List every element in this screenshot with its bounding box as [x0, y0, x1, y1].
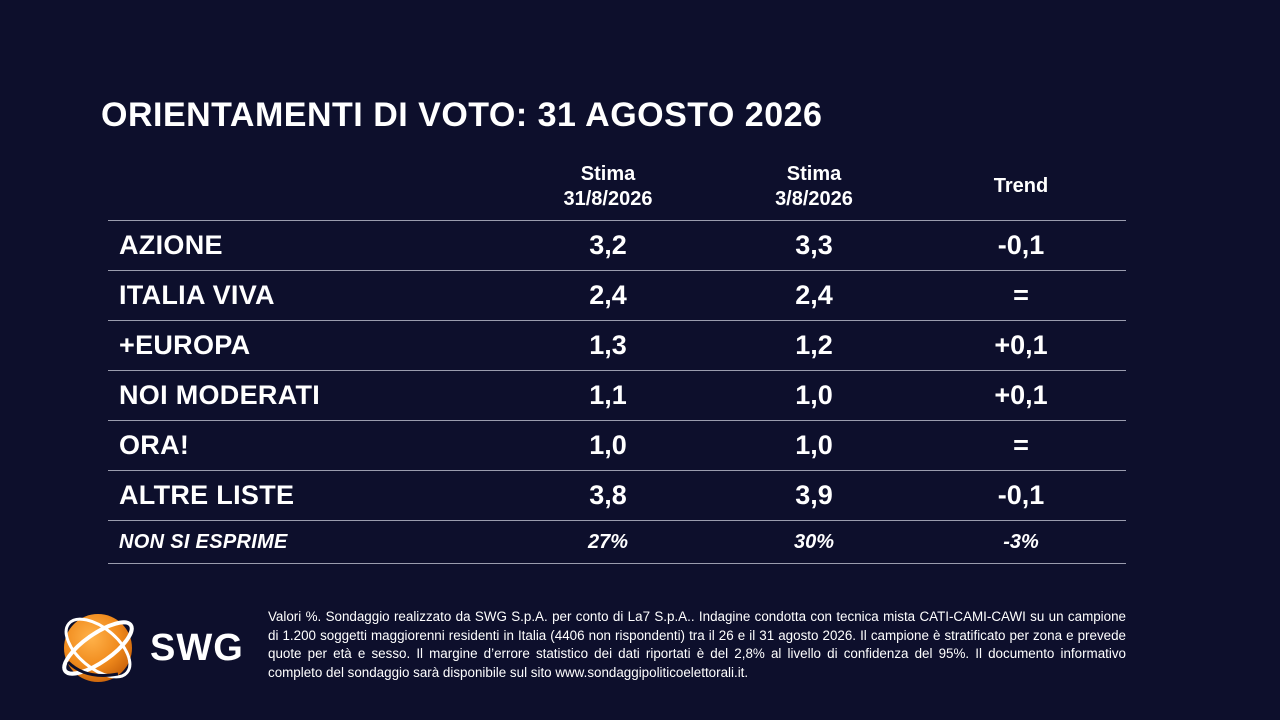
trend-value: -0,1	[997, 480, 1045, 510]
previous-value: 30%	[793, 531, 835, 553]
trend-value: =	[1013, 280, 1029, 310]
party-name: +EUROPA	[119, 330, 251, 360]
table-row: ORA! 1,0 1,0 =	[108, 421, 1126, 471]
party-name: AZIONE	[119, 230, 223, 260]
party-name: NOI MODERATI	[119, 380, 321, 410]
current-value: 3,2	[589, 230, 627, 260]
party-name: ALTRE LISTE	[119, 480, 295, 510]
party-name: NON SI ESPRIME	[119, 531, 288, 553]
table-row: +EUROPA 1,3 1,2 +0,1	[108, 321, 1126, 371]
column-header-current: Stima 31/8/2026	[508, 162, 708, 212]
swg-logo-text: SWG	[150, 627, 244, 669]
previous-value: 1,2	[795, 330, 833, 360]
previous-value: 1,0	[795, 380, 833, 410]
column-header-previous: Stima 3/8/2026	[714, 162, 914, 212]
party-name: ORA!	[119, 430, 190, 460]
column-header-label: Stima	[580, 163, 636, 185]
current-value: 2,4	[589, 280, 627, 310]
current-value: 3,8	[589, 480, 627, 510]
table-row: ALTRE LISTE 3,8 3,9 -0,1	[108, 471, 1126, 521]
column-header-date: 31/8/2026	[563, 188, 653, 210]
trend-value: -0,1	[997, 230, 1045, 260]
column-header-label: Stima	[786, 163, 842, 185]
poll-table: Stima 31/8/2026 Stima 3/8/2026 Trend AZI…	[108, 158, 1126, 564]
current-value: 1,0	[589, 430, 627, 460]
column-header-date: 3/8/2026	[775, 188, 853, 210]
trend-value: -3%	[1003, 531, 1039, 553]
swg-logo-globe-icon	[62, 614, 134, 682]
methodology-note: Valori %. Sondaggio realizzato da SWG S.…	[268, 609, 1126, 680]
previous-value: 1,0	[795, 430, 833, 460]
trend-value: =	[1013, 430, 1029, 460]
page-title: ORIENTAMENTI DI VOTO: 31 AGOSTO 2026	[101, 96, 823, 134]
current-value: 1,1	[589, 380, 627, 410]
table-row: ITALIA VIVA 2,4 2,4 =	[108, 271, 1126, 321]
column-header-trend: Trend	[921, 174, 1121, 199]
table-row-abstention: NON SI ESPRIME 27% 30% -3%	[108, 521, 1126, 564]
current-value: 27%	[587, 531, 629, 553]
previous-value: 3,9	[795, 480, 833, 510]
table-header: Stima 31/8/2026 Stima 3/8/2026 Trend	[108, 158, 1126, 221]
column-header-label: Trend	[993, 175, 1049, 197]
table-row: AZIONE 3,2 3,3 -0,1	[108, 221, 1126, 271]
trend-value: +0,1	[994, 330, 1048, 360]
party-name: ITALIA VIVA	[119, 280, 275, 310]
previous-value: 2,4	[795, 280, 833, 310]
current-value: 1,3	[589, 330, 627, 360]
trend-value: +0,1	[994, 380, 1048, 410]
table-row: NOI MODERATI 1,1 1,0 +0,1	[108, 371, 1126, 421]
previous-value: 3,3	[795, 230, 833, 260]
